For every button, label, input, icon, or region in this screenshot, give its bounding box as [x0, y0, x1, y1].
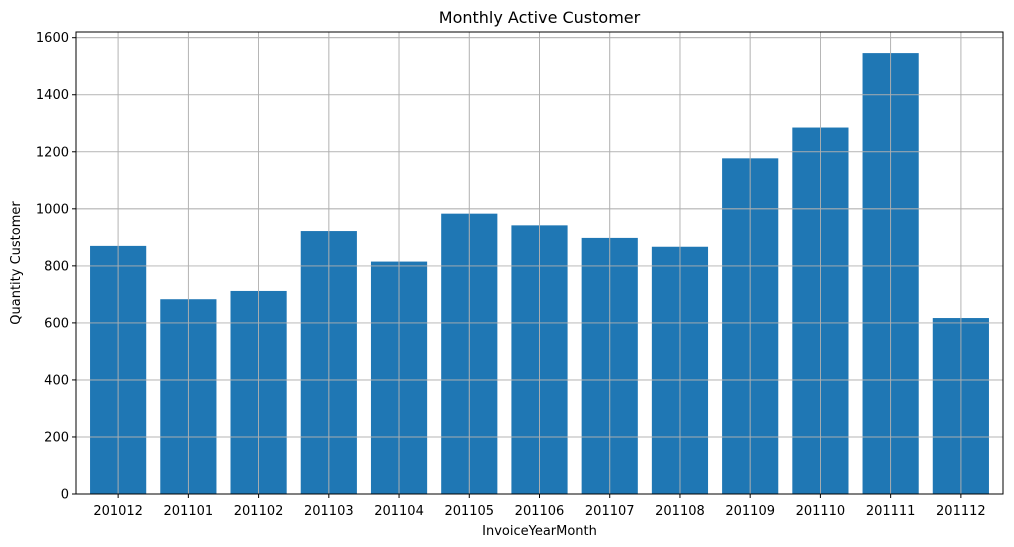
x-axis-title: InvoiceYearMonth	[482, 524, 597, 539]
x-tick-label: 201102	[234, 504, 284, 519]
x-tick-label: 201111	[866, 504, 916, 519]
axis-ticks: 0 200 400 600 800 1000 1200 1400 1600 201012 20110…	[36, 31, 986, 519]
x-tick-label: 201109	[725, 504, 775, 519]
x-tick-label: 201103	[304, 504, 354, 519]
x-tick-label: 201101	[164, 504, 214, 519]
y-tick-label: 1000	[36, 202, 69, 217]
x-tick-label: 201012	[93, 504, 143, 519]
y-tick-label: 800	[44, 259, 69, 274]
y-tick-label: 1200	[36, 145, 69, 160]
y-axis-title: Quantity Customer	[9, 201, 24, 325]
y-tick-label: 0	[61, 488, 69, 503]
chart-title: Monthly Active Customer	[439, 8, 641, 27]
x-tick-label: 201108	[655, 504, 705, 519]
x-tick-label: 201106	[515, 504, 565, 519]
x-tick-label: 201107	[585, 504, 635, 519]
x-tick-label: 201112	[936, 504, 986, 519]
y-tick-label: 200	[44, 430, 69, 445]
x-tick-label: 201104	[374, 504, 424, 519]
x-tick-label: 201105	[444, 504, 494, 519]
y-tick-label: 1400	[36, 88, 69, 103]
y-tick-label: 400	[44, 373, 69, 388]
y-tick-label: 1600	[36, 31, 69, 46]
y-tick-label: 600	[44, 316, 69, 331]
x-tick-label: 201110	[796, 504, 846, 519]
